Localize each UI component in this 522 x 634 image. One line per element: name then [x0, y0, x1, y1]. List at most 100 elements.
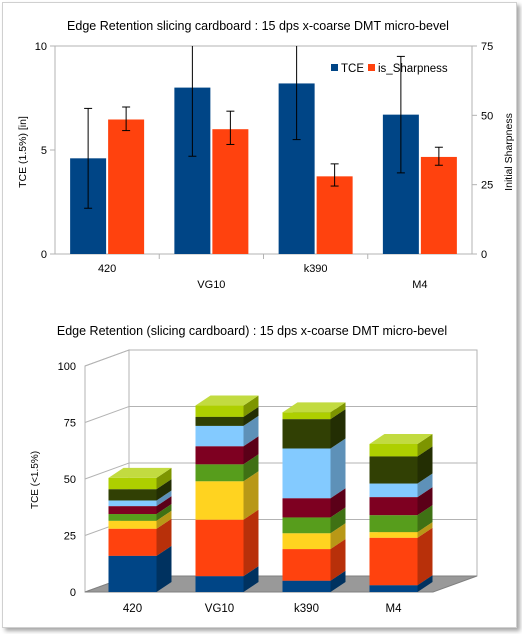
stack-segment-side [330, 488, 346, 518]
top-x-label: VG10 [197, 279, 225, 291]
stack-420 [108, 467, 172, 592]
stack-vg10 [195, 395, 259, 592]
top-x-label: k390 [304, 263, 328, 275]
bottom-x-labels: 420 VG10 k390 M4 [123, 603, 402, 615]
stack-segment-side [243, 471, 259, 520]
stack-segment-front [108, 555, 157, 592]
bottom-chart-title: Edge Retention (slicing cardboard) : 15 … [57, 324, 447, 338]
gridline [84, 406, 477, 423]
stack-segment-front [282, 517, 331, 534]
top-x-labels: 420 VG10 k390 M4 [98, 263, 428, 291]
top-x-label: 420 [98, 263, 116, 275]
stack-segment-side [243, 415, 259, 447]
bottom-x-label: 420 [123, 603, 142, 615]
stack-segment-side [156, 467, 172, 490]
stack-segment-side [330, 402, 346, 420]
stack-segment-side [156, 518, 172, 556]
top-bar-is-sharpness-vg10 [212, 129, 249, 254]
bottom-y-tick-label: 50 [64, 474, 76, 486]
stack-segment-side [156, 490, 172, 507]
bottom-x-label: M4 [386, 603, 403, 615]
top-y-axis-left-title: TCE (1.5%) [in] [17, 116, 29, 188]
top-bar-is-sharpness-k390 [316, 176, 353, 254]
stack-segment-side [243, 454, 259, 482]
stack-segment-front [195, 416, 244, 426]
stack-segment-front [108, 477, 157, 490]
gridline [84, 462, 477, 480]
stack-segment-front [282, 412, 331, 420]
stack-segment-side [417, 473, 433, 498]
top-right-tick-label: 75 [481, 41, 493, 53]
stack-segment-side [156, 479, 172, 501]
stack-segment-side [330, 507, 346, 534]
stack-segment-front [195, 446, 244, 465]
stack-segment-front [282, 580, 331, 592]
stack-segment-side [243, 509, 259, 577]
stack-segment-side [330, 523, 346, 550]
stack-segment-front [108, 489, 157, 501]
top-bar-is-sharpness-420 [108, 119, 145, 254]
top-axis-ticks: 0 5 10 0 25 50 75 [35, 41, 494, 261]
stack-segment-front [369, 483, 418, 498]
stack-segment-front [195, 481, 244, 520]
stack-segment-side [330, 539, 346, 581]
stack-segment-side [330, 438, 346, 499]
bottom-gridlines [84, 349, 477, 536]
stack-k390 [282, 402, 346, 592]
bottom-stacked-bars [108, 395, 433, 592]
stack-segment-side [156, 504, 172, 521]
top-y-axis-right-title: Initial Sharpness [503, 113, 515, 191]
top-error-bars [84, 46, 443, 209]
legend-label-tce: TCE [341, 63, 364, 75]
top-left-tick-label: 5 [41, 145, 47, 157]
top-left-tick-label: 0 [41, 249, 47, 261]
stack-segment-top [108, 467, 172, 478]
stack-segment-front [282, 498, 331, 518]
stack-segment-front [282, 448, 331, 499]
stack-segment-front [282, 419, 331, 449]
top-right-tick-label: 50 [481, 110, 493, 122]
bottom-y-tick-label: 75 [64, 418, 76, 430]
stack-segment-top [282, 402, 346, 413]
top-right-tick-label: 0 [481, 249, 487, 261]
legend-swatch-tce [331, 64, 338, 71]
legend-swatch-is-sharpness [368, 64, 375, 71]
stack-segment-side [156, 545, 172, 592]
bottom-y-tick-label: 100 [58, 361, 76, 373]
stack-segment-side [417, 487, 433, 516]
stack-segment-front [108, 514, 157, 521]
stack-segment-front [195, 425, 244, 447]
stack-segment-side [417, 575, 433, 592]
stack-segment-front [195, 464, 244, 482]
stack-segment-side [156, 510, 172, 529]
top-bars [70, 83, 457, 254]
stack-segment-side [417, 527, 433, 586]
stack-segment-front [369, 532, 418, 538]
top-chart-title: Edge Retention slicing cardboard : 15 dp… [67, 19, 449, 33]
stack-segment-side [243, 395, 259, 417]
stack-segment-side [417, 446, 433, 484]
stack-segment-side [330, 570, 346, 592]
stack-segment-side [330, 409, 346, 449]
stack-segment-front [108, 506, 157, 515]
stack-segment-side [156, 496, 172, 515]
stack-segment-side [417, 505, 433, 533]
stack-segment-front [195, 576, 244, 592]
legend-label-is-sharpness: is_Sharpness [378, 63, 448, 75]
top-bar-is-sharpness-m4 [420, 156, 457, 254]
bottom-y-tick-label: 25 [64, 531, 76, 543]
stack-segment-top [369, 433, 433, 444]
stack-segment-front [195, 519, 244, 577]
stack-segment-side [243, 436, 259, 465]
stack-segment-front [108, 500, 157, 507]
top-legend: TCE is_Sharpness [331, 63, 448, 75]
stack-segment-side [417, 433, 433, 457]
stack-segment-front [195, 405, 244, 417]
top-right-tick-label: 25 [481, 180, 493, 192]
stack-segment-side [243, 566, 259, 592]
stack-segment-front [108, 528, 157, 556]
stack-segment-side [417, 522, 433, 538]
stack-segment-front [369, 456, 418, 484]
stack-segment-front [369, 585, 418, 592]
